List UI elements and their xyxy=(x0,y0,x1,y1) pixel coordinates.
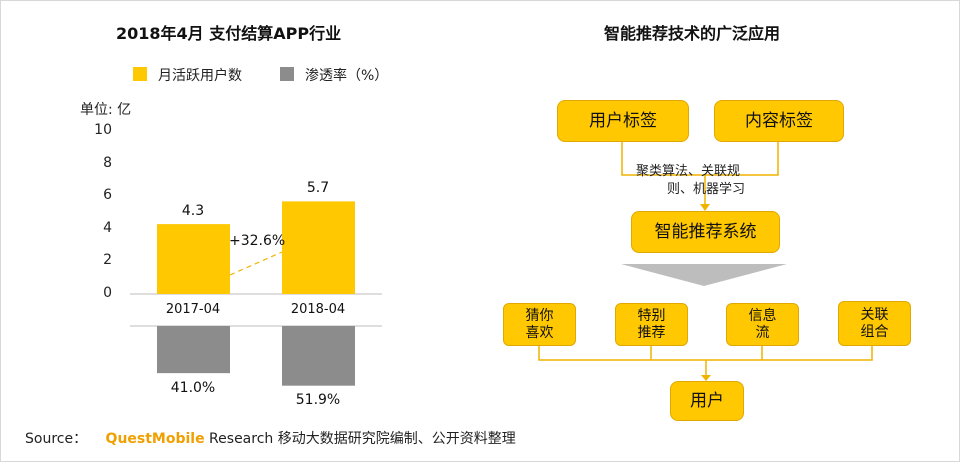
mau-bar-2018-04 xyxy=(282,201,355,294)
y-tick-4: 4 xyxy=(103,220,112,236)
y-tick-6: 6 xyxy=(103,187,112,203)
penetration-value-label-2017: 41.0% xyxy=(170,380,216,396)
app-combo-line1: 关联 xyxy=(860,306,889,323)
app-special-line2: 推荐 xyxy=(637,324,666,341)
app-guess-line2: 喜欢 xyxy=(525,324,554,341)
y-tick-8: 8 xyxy=(103,155,112,171)
recommendation-system-box: 智能推荐系统 xyxy=(631,211,780,253)
mau-value-label-2018: 5.7 xyxy=(306,180,330,196)
to-system-arrowhead xyxy=(700,204,710,211)
mau-bar-2017-04 xyxy=(157,224,230,294)
funnel-triangle xyxy=(621,264,787,286)
category-label-2017: 2017-04 xyxy=(165,302,221,317)
app-combo-line2: 组合 xyxy=(860,323,889,340)
right-diagram-title: 智能推荐技术的广泛应用 xyxy=(604,24,781,43)
to-user-arrowhead xyxy=(701,375,711,381)
app-feed: 信息 流 xyxy=(726,303,799,346)
user-box: 用户 xyxy=(670,381,744,421)
mau-value-label-2017: 4.3 xyxy=(181,203,205,219)
category-label-2018: 2018-04 xyxy=(290,302,346,317)
legend-label-mau: 月活跃用户数 xyxy=(158,68,242,84)
legend-swatch-mau xyxy=(133,67,147,81)
tags-connector xyxy=(621,140,779,176)
apps-connector xyxy=(538,344,873,361)
app-feed-line2: 流 xyxy=(755,324,770,341)
source-text: Research 移动大数据研究院编制、公开资料整理 xyxy=(204,431,516,447)
penetration-bar-2017-04 xyxy=(157,326,230,374)
y-tick-0: 0 xyxy=(103,285,112,301)
app-feed-line1: 信息 xyxy=(748,307,777,324)
legend-label-penetration: 渗透率（%） xyxy=(305,68,389,84)
legend-swatch-penetration xyxy=(280,67,294,81)
penetration-value-label-2018: 51.9% xyxy=(295,392,341,408)
source-line: Source： QuestMobile Research 移动大数据研究院编制、… xyxy=(25,428,516,448)
user-tags-box: 用户标签 xyxy=(557,100,689,142)
penetration-bar-2018-04 xyxy=(282,326,355,386)
app-guess-line1: 猜你 xyxy=(525,307,554,324)
unit-label: 单位: 亿 xyxy=(80,102,132,118)
method-note-line2: 则、机器学习 xyxy=(667,182,746,197)
y-tick-2: 2 xyxy=(103,252,112,268)
growth-dashed-line xyxy=(229,251,283,276)
growth-label: +32.6% xyxy=(229,233,286,249)
source-prefix: Source： xyxy=(25,431,88,447)
app-guess-you-like: 猜你 喜欢 xyxy=(503,303,576,346)
left-chart-title: 2018年4月 支付结算APP行业 xyxy=(116,24,342,43)
content-tags-box: 内容标签 xyxy=(714,100,844,142)
method-note-line1: 聚类算法、关联规 xyxy=(636,164,741,179)
source-brand: QuestMobile xyxy=(105,431,205,447)
y-tick-10: 10 xyxy=(94,122,112,138)
app-special-line1: 特别 xyxy=(637,307,666,324)
app-special-recommend: 特别 推荐 xyxy=(615,303,688,346)
app-combination: 关联 组合 xyxy=(838,301,911,346)
